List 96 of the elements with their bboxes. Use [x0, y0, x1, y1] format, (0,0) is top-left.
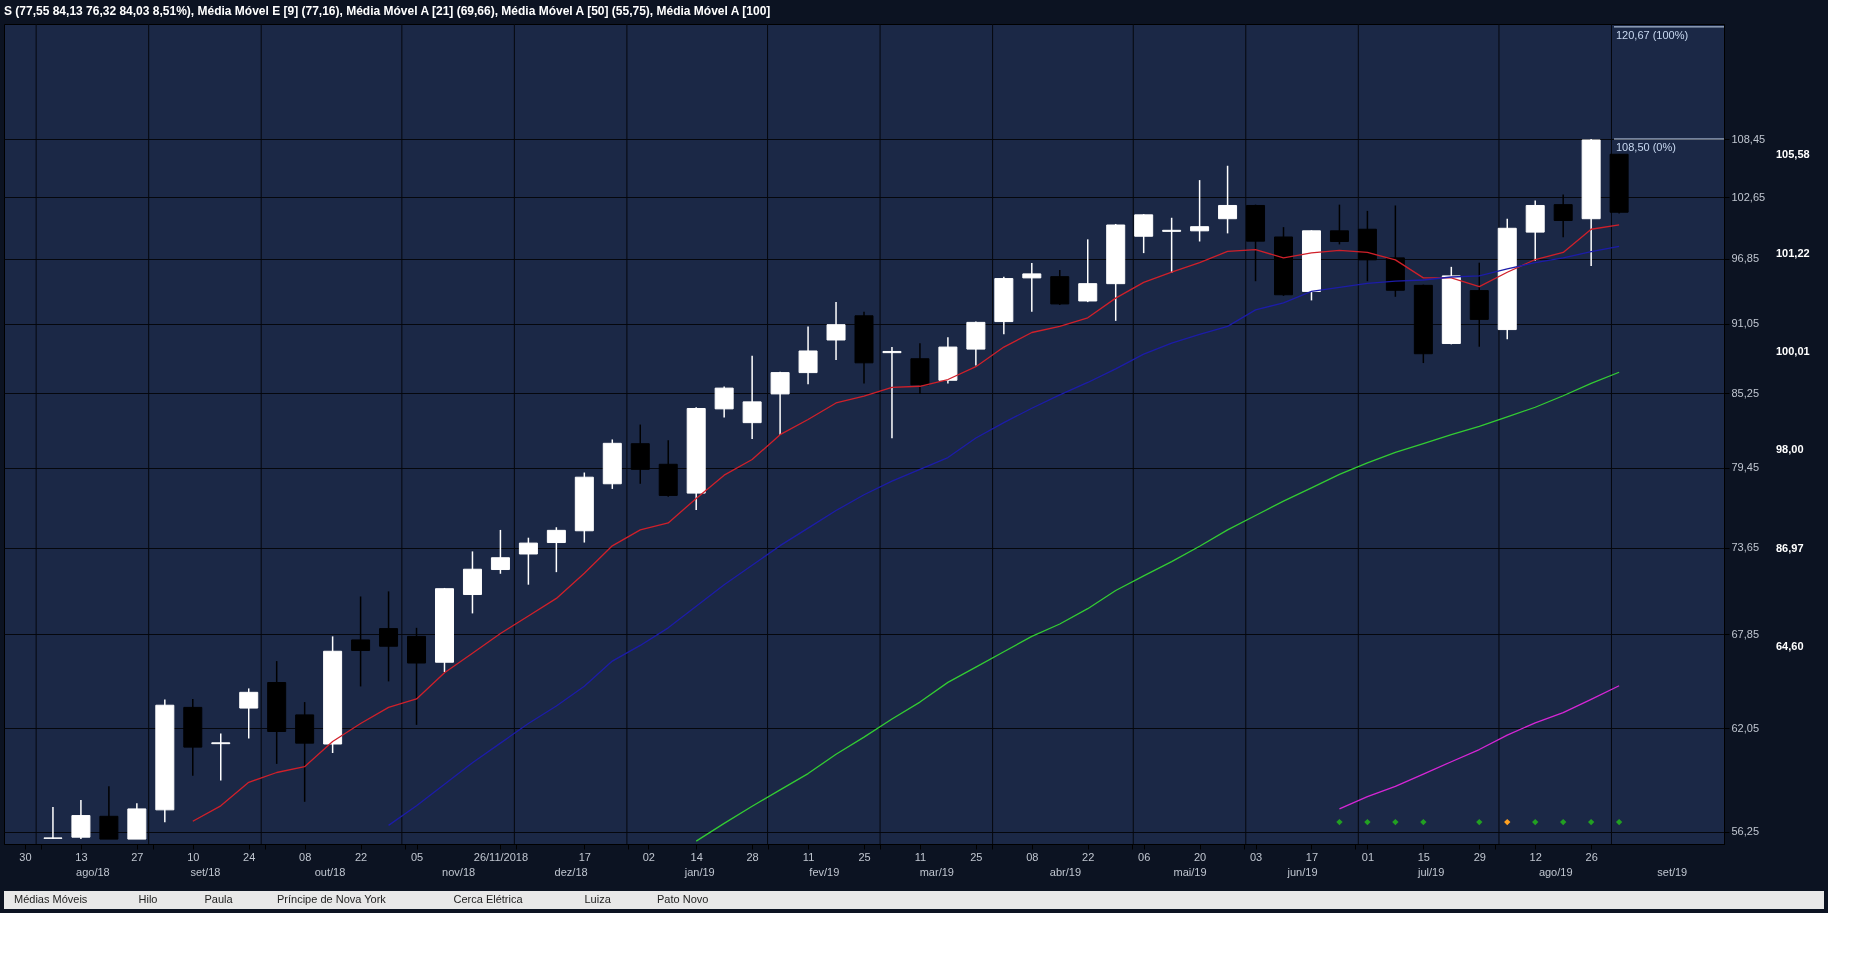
line-series: [695, 371, 1620, 842]
candlestick: [826, 301, 846, 361]
text: 98,00: [1776, 443, 1804, 456]
ref-line-label: 108,50 (0%): [1616, 140, 1676, 153]
line-series: [387, 245, 1620, 827]
x-tick-label: 10: [187, 850, 200, 863]
x-tick-label: 22: [1082, 850, 1095, 863]
candlestick: [518, 536, 538, 586]
y-tick-label: 67,85: [1731, 627, 1760, 640]
x2-tick-label: nov/18: [442, 865, 476, 878]
y-tick-label: 56,25: [1731, 825, 1760, 838]
y-tick-label: 79,45: [1731, 461, 1760, 474]
text: 86,97: [1776, 541, 1804, 554]
y-tick-label: 96,85: [1731, 252, 1760, 265]
candlestick: [1329, 203, 1349, 246]
candlestick: [882, 346, 902, 439]
candlestick: [43, 806, 63, 840]
candlestick: [211, 732, 231, 782]
x-tick-label: 03: [1249, 850, 1263, 863]
candlestick: [770, 371, 790, 436]
x-tick-label: 20: [1193, 850, 1207, 863]
x2-tick-label: mar/19: [919, 865, 954, 878]
y-tick-label: 73,65: [1731, 541, 1760, 554]
x2-tick-label: jun/19: [1286, 865, 1318, 878]
x-tick-label: 30: [19, 850, 32, 863]
x-tick-label: 12: [1529, 850, 1542, 863]
x2-tick-label: fev/19: [809, 865, 840, 878]
x2-tick-label: ago/19: [1538, 865, 1573, 878]
candlestick: [1134, 213, 1154, 254]
x-tick-label: 29: [1473, 850, 1486, 863]
x-tick-label: 25: [858, 850, 871, 863]
candlestick: [1218, 165, 1238, 235]
chart-title: S (77,55 84,13 76,32 84,03 8,51%), Média Móvel E [9] (77,16), Média Móvel A [21] (69,66), Média Móvel A [50] (55,75), Média Móvel A [100]: [4, 3, 771, 18]
line-series: [192, 224, 1620, 822]
x-tick-label: 24: [243, 850, 256, 863]
candlestick: [714, 385, 734, 419]
candlestick: [546, 526, 566, 573]
x-tick-label: 11: [914, 850, 927, 863]
x-tick-label: 11: [802, 850, 815, 863]
x-tick-label: 08: [299, 850, 312, 863]
x-tick-label: 14: [690, 850, 703, 863]
ref-line-label: 120,67 (100%): [1616, 28, 1689, 41]
candlestick: [351, 595, 371, 688]
candlestick: [1162, 217, 1182, 274]
candlestick: [1078, 238, 1098, 303]
x-tick-label: 17: [578, 850, 591, 863]
x-tick-label: 25: [970, 850, 983, 863]
y-tick-label: 108,45: [1731, 132, 1766, 145]
candlestick: [71, 799, 91, 840]
line-series: [1338, 685, 1620, 810]
x-tick-label: 22: [354, 850, 368, 863]
candlestick: [379, 590, 399, 683]
x2-tick-label: abr/19: [1049, 865, 1082, 878]
x2-tick-label: mai/19: [1173, 865, 1207, 878]
x-tick-label: 17: [1305, 850, 1319, 863]
x-tick-label: 05: [410, 850, 424, 863]
text: 105,58: [1776, 148, 1810, 161]
text: 100,01: [1776, 345, 1810, 357]
candlestick: [99, 785, 119, 840]
text: Paula: [204, 893, 234, 905]
x-tick-label: 26/11/2018: [473, 850, 529, 863]
candlestick: [490, 529, 510, 575]
x-tick-label: 13: [75, 850, 88, 863]
x2-tick-label: jul/19: [1416, 865, 1445, 878]
text: Luiza: [584, 893, 612, 905]
y-tick-label: 91,05: [1731, 317, 1760, 330]
x-tick-label: 01: [1361, 850, 1375, 863]
text: Hilo: [138, 893, 158, 905]
y-tick-label: 85,25: [1731, 386, 1760, 399]
x2-tick-label: dez/18: [554, 865, 588, 878]
candlestick: [1022, 262, 1042, 313]
candlestick: [239, 687, 259, 740]
text: Pato Novo: [657, 893, 709, 905]
x2-tick-label: set/18: [190, 865, 221, 878]
x-tick-label: 02: [642, 850, 655, 863]
text: Médias Móveis: [14, 893, 88, 905]
x-tick-label: 08: [1026, 850, 1039, 863]
text: 64,60: [1776, 640, 1804, 653]
candlestick: [798, 325, 818, 385]
y-tick-label: 102,65: [1731, 190, 1766, 203]
text: 101,22: [1776, 246, 1810, 259]
x2-tick-label: jan/19: [683, 865, 715, 878]
x2-tick-label: out/18: [314, 865, 346, 878]
text: Cerca Elétrica: [453, 893, 524, 905]
x-tick-label: 06: [1138, 850, 1151, 863]
text: Príncipe de Nova York: [277, 893, 387, 905]
x-tick-label: 27: [131, 850, 144, 863]
candlestick: [1553, 193, 1573, 239]
candlestick: [1190, 179, 1210, 243]
x2-tick-label: ago/18: [76, 865, 110, 878]
x2-tick-label: set/19: [1657, 865, 1688, 878]
x-tick-label: 26: [1585, 850, 1598, 863]
y-tick-label: 62,05: [1731, 721, 1760, 734]
x-tick-label: 15: [1417, 850, 1430, 863]
candlestick: [742, 355, 762, 440]
x-tick-label: 28: [746, 850, 759, 863]
